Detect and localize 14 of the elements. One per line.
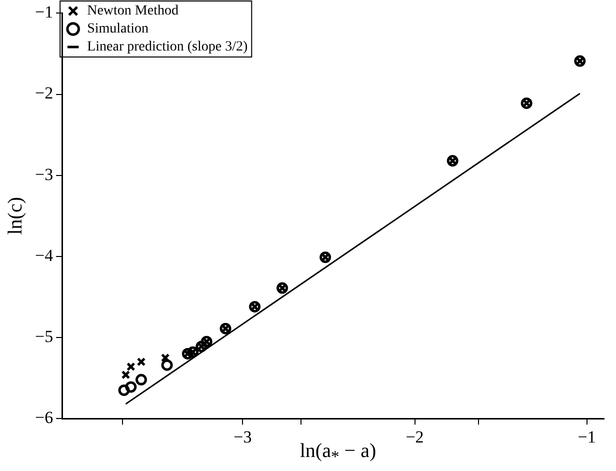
x-tick-label: −1 (578, 427, 596, 446)
y-tick-label: −3 (34, 164, 54, 184)
y-axis-title: ln(c) (4, 197, 26, 235)
legend-label: Simulation (87, 22, 149, 37)
y-tick-label: −4 (34, 246, 54, 265)
x-tick-label: −2 (406, 427, 424, 446)
y-tick-label: −2 (34, 84, 54, 103)
y-tick-label: −1 (34, 2, 54, 22)
legend-label: Newton Method (87, 4, 178, 19)
x-tick-label: −3 (234, 427, 252, 446)
legend-label: Linear prediction (slope 3/2) (87, 40, 248, 55)
x-axis-title: ln(a$_{*}$ − a) (300, 440, 376, 466)
y-tick-label: −6 (34, 408, 54, 428)
y-tick-label: −5 (34, 326, 54, 346)
